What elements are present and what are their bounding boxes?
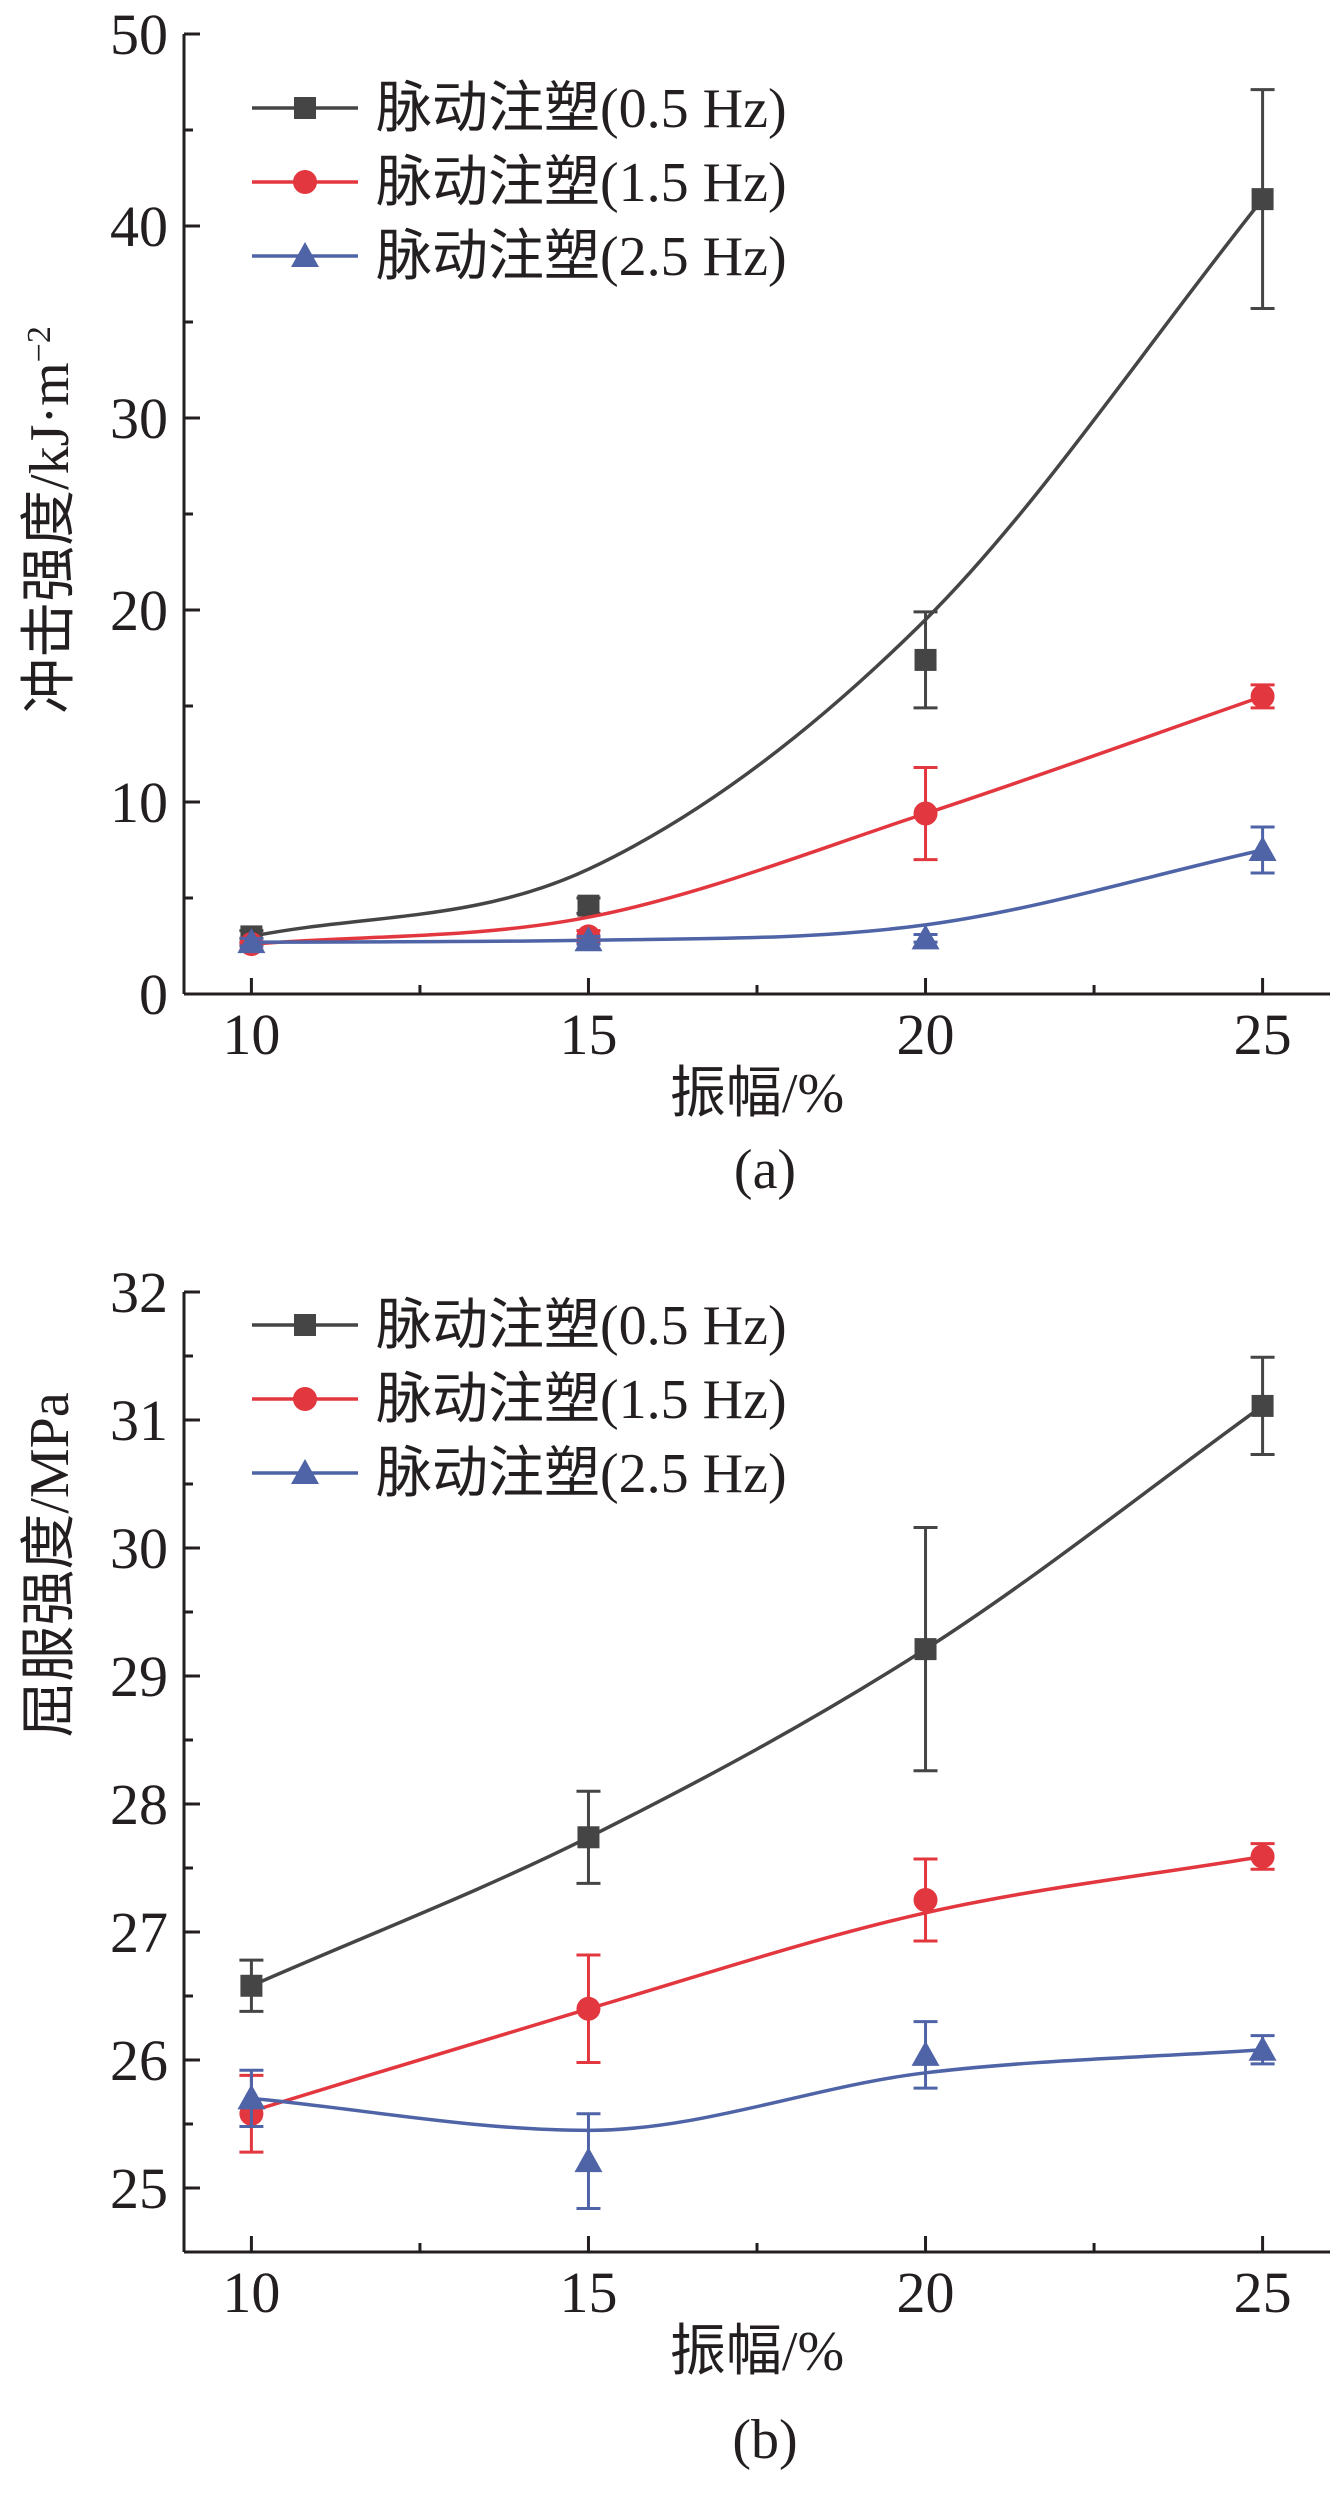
y-axis-title: 屈服强度/MPa — [19, 1392, 81, 1737]
y-tick-label: 31 — [110, 1388, 168, 1453]
x-axis-title: 振幅/% — [670, 2321, 844, 2383]
data-point-square — [914, 1638, 937, 1661]
chart-panel-b: 25 26 27 28 29 30 31 32 10 15 20 25 振幅/% 屈服强度/MPa (b) 脉… — [19, 1260, 1330, 2471]
legend-marker-square — [294, 97, 316, 119]
data-point-square — [1251, 1394, 1274, 1417]
legend-label: 脉动注塑(1.5 Hz) — [376, 1369, 787, 1431]
x-tick-label: 25 — [1234, 1002, 1292, 1067]
data-point-circle — [913, 801, 938, 826]
series-triangle — [237, 825, 1277, 954]
data-point-circle — [913, 1888, 938, 1912]
legend-entry: 脉动注塑(2.5 Hz) — [252, 1443, 787, 1505]
y-tick-label: 28 — [110, 1772, 168, 1837]
data-point-circle — [1250, 1844, 1275, 1869]
legend-label: 脉动注塑(0.5 Hz) — [376, 1295, 787, 1357]
series-line — [250, 1404, 1264, 1988]
data-point-square — [240, 1974, 263, 1997]
series-circle — [239, 1842, 1275, 2154]
series-square — [239, 88, 1275, 948]
y-tick-label: 40 — [110, 194, 168, 259]
y-tick-label: 30 — [110, 386, 168, 451]
legend-label: 脉动注塑(2.5 Hz) — [376, 226, 787, 288]
legend-entry: 脉动注塑(1.5 Hz) — [252, 152, 787, 214]
data-point-circle — [1250, 684, 1275, 709]
x-axis-title: 振幅/% — [670, 1063, 844, 1125]
legend-entry: 脉动注塑(2.5 Hz) — [252, 226, 787, 288]
x-tick-label: 15 — [559, 1002, 617, 1067]
legend-label: 脉动注塑(1.5 Hz) — [376, 152, 787, 214]
y-tick-label: 10 — [110, 770, 168, 835]
x-tick-label: 20 — [897, 1002, 955, 1067]
series-circle — [239, 683, 1275, 957]
y-tick-label: 29 — [110, 1644, 168, 1709]
y-tick-label: 27 — [110, 1900, 168, 1965]
series-line — [251, 848, 1263, 944]
series-line — [250, 1854, 1263, 2113]
y-tick-label: 50 — [110, 2, 168, 67]
data-point-triangle — [911, 924, 940, 950]
data-point-circle — [576, 1996, 601, 2021]
data-point-triangle — [911, 2040, 940, 2066]
x-tick-label: 10 — [222, 2260, 280, 2325]
legend-marker-circle — [293, 1387, 317, 1411]
panel-label: (a) — [734, 1139, 796, 1201]
data-point-square — [577, 894, 600, 917]
legend-marker-circle — [293, 170, 317, 194]
data-point-triangle — [574, 926, 603, 952]
x-tick-label: 20 — [897, 2260, 955, 2325]
y-axis-title: 冲击强度/kJ·m−2 — [19, 326, 81, 714]
legend-marker-triangle — [291, 1459, 319, 1484]
y-tick-label: 25 — [110, 2156, 168, 2221]
data-point-triangle — [237, 2084, 266, 2110]
series-triangle — [237, 2020, 1277, 2210]
y-tick-label: 26 — [110, 2028, 168, 2093]
x-tick-label: 25 — [1234, 2260, 1292, 2325]
data-point-triangle — [1248, 836, 1277, 861]
series-line — [251, 198, 1264, 939]
legend-entry: 脉动注塑(1.5 Hz) — [252, 1369, 787, 1431]
legend-entry: 脉动注塑(0.5 Hz) — [252, 78, 787, 140]
series-square — [239, 1355, 1275, 2013]
y-tick-label: 32 — [110, 1260, 168, 1325]
data-point-triangle — [1248, 2035, 1277, 2061]
chart-panel-a: 0 10 20 30 40 50 10 15 20 25 振幅/% 冲击强度/kJ·m−2 (a) 脉动注… — [19, 2, 1330, 1201]
legend-entry: 脉动注塑(0.5 Hz) — [252, 1295, 787, 1357]
x-tick-label: 10 — [222, 1002, 280, 1067]
series-line — [251, 694, 1264, 946]
data-point-square — [577, 1826, 600, 1849]
legend-label: 脉动注塑(0.5 Hz) — [376, 78, 787, 140]
y-tick-label: 20 — [110, 578, 168, 643]
x-tick-label: 15 — [559, 2260, 617, 2325]
panel-label: (b) — [732, 2409, 797, 2471]
y-tick-label: 0 — [139, 962, 168, 1027]
y-tick-label: 30 — [110, 1516, 168, 1581]
legend-label: 脉动注塑(2.5 Hz) — [376, 1443, 787, 1505]
data-point-triangle — [574, 2147, 603, 2173]
legend-marker-square — [294, 1314, 316, 1336]
data-point-triangle — [237, 928, 266, 954]
data-point-square — [1251, 188, 1274, 211]
series-line — [251, 2048, 1263, 2133]
legend-marker-triangle — [291, 242, 319, 267]
data-point-square — [914, 648, 937, 671]
y-axis-title-superscript: −2 — [21, 326, 58, 362]
